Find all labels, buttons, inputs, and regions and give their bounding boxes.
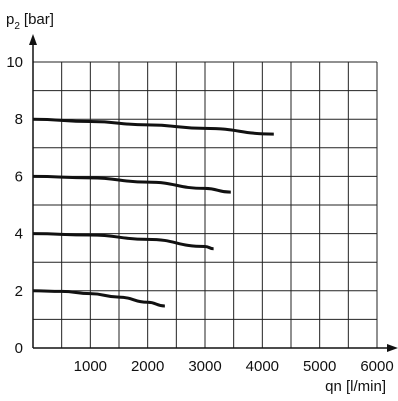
y-axis-arrow-icon [29,34,37,45]
y-tick-label: 10 [6,54,23,71]
tick-labels: 0 2 4 6 8 10 1000 2000 3000 4000 5000 6000 [6,54,393,375]
y-tick-label: 8 [15,111,23,128]
axes [29,34,398,352]
x-tick-label: 4000 [246,358,279,375]
y-axis-title-subscript: 2 [14,21,20,32]
series-line-1 [32,289,165,308]
series-line-4 [32,117,274,136]
y-axis-title: p2 [bar] [6,11,54,32]
x-tick-label: 1000 [74,358,107,375]
y-tick-label: 2 [15,283,23,300]
series-layer [32,117,274,308]
x-axis-arrow-icon [387,344,398,352]
x-tick-label: 6000 [360,358,393,375]
grid [33,61,378,348]
x-tick-label: 5000 [303,358,336,375]
series-line-2 [32,232,214,251]
x-tick-label: 2000 [131,358,164,375]
y-tick-label: 0 [15,340,23,357]
x-tick-label: 3000 [188,358,221,375]
y-tick-label: 6 [15,168,23,185]
y-tick-label: 4 [15,226,23,243]
y-axis-title-unit: [bar] [24,11,54,28]
x-axis-title: qn [l/min] [325,378,386,395]
y-axis-title-base: p [6,11,14,28]
series-line-3 [32,174,231,194]
